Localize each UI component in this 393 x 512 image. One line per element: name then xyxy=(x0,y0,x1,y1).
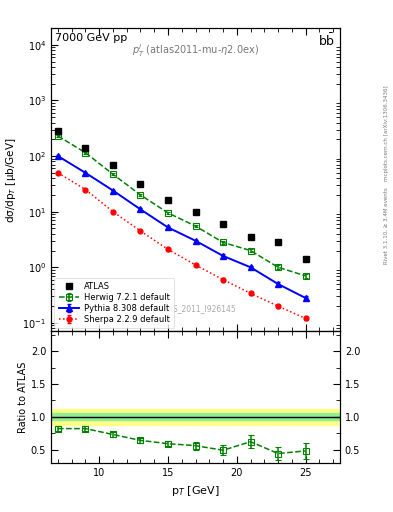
Text: 7000 GeV pp: 7000 GeV pp xyxy=(55,33,128,42)
ATLAS xyxy=(111,162,116,168)
ATLAS xyxy=(56,128,61,134)
Text: $p_T^l$ (atlas2011-mu-$\eta$2.0ex): $p_T^l$ (atlas2011-mu-$\eta$2.0ex) xyxy=(132,42,259,58)
ATLAS xyxy=(138,181,143,187)
Text: ATLAS_2011_I926145: ATLAS_2011_I926145 xyxy=(154,304,237,313)
Bar xyxy=(51,414,340,420)
ATLAS xyxy=(83,145,88,151)
Text: b$\bar{\mathrm{b}}$: b$\bar{\mathrm{b}}$ xyxy=(318,33,336,49)
ATLAS xyxy=(193,208,198,215)
ATLAS xyxy=(248,234,253,240)
ATLAS xyxy=(276,239,281,245)
Text: Rivet 3.1.10, ≥ 3.4M events: Rivet 3.1.10, ≥ 3.4M events xyxy=(384,187,389,264)
Legend: ATLAS, Herwig 7.2.1 default, Pythia 8.308 default, Sherpa 2.2.9 default: ATLAS, Herwig 7.2.1 default, Pythia 8.30… xyxy=(54,278,174,328)
Y-axis label: dσ/dp$_T$ [μb/GeV]: dσ/dp$_T$ [μb/GeV] xyxy=(4,137,18,223)
ATLAS xyxy=(166,197,171,203)
Text: mcplots.cern.ch [arXiv:1306.3436]: mcplots.cern.ch [arXiv:1306.3436] xyxy=(384,86,389,181)
Bar xyxy=(51,409,340,424)
Y-axis label: Ratio to ATLAS: Ratio to ATLAS xyxy=(18,362,28,433)
Line: ATLAS: ATLAS xyxy=(55,128,309,262)
ATLAS xyxy=(303,256,308,262)
X-axis label: p$_T$ [GeV]: p$_T$ [GeV] xyxy=(171,484,220,498)
ATLAS xyxy=(221,221,226,227)
